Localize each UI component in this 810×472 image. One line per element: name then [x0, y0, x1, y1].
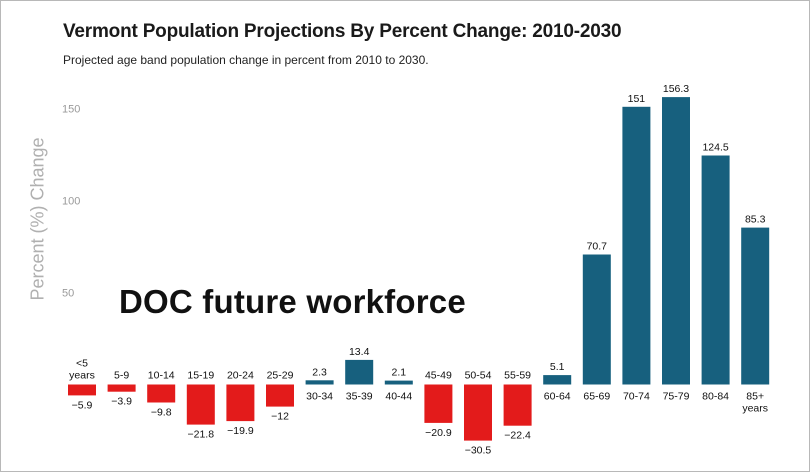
- bar: [662, 97, 690, 385]
- value-label: 70.7: [587, 241, 608, 253]
- category-label: 85+ years: [742, 391, 768, 415]
- bar: [147, 384, 176, 403]
- category-label: 10-14: [148, 370, 175, 382]
- bar: [107, 384, 136, 392]
- bar: [68, 384, 96, 396]
- value-label: 13.4: [349, 346, 370, 358]
- category-label: <5 years: [69, 358, 95, 382]
- chart-subtitle: Projected age band population change in …: [63, 53, 429, 67]
- category-label: 80-84: [702, 391, 729, 403]
- bar: [186, 384, 215, 425]
- bar: [543, 375, 572, 385]
- category-label: 40-44: [385, 391, 412, 403]
- value-label: −9.8: [151, 407, 172, 419]
- category-label: 75-79: [663, 391, 690, 403]
- value-label: 85.3: [745, 214, 766, 226]
- value-label: −21.8: [188, 429, 215, 441]
- value-label: 2.3: [312, 366, 327, 378]
- bar: [464, 384, 492, 441]
- value-label: −19.9: [227, 425, 254, 437]
- bar: [741, 227, 770, 385]
- value-label: 151: [628, 93, 646, 105]
- y-tick-label: 50: [62, 288, 74, 300]
- bar: [305, 380, 334, 385]
- category-label: 15-19: [187, 370, 214, 382]
- bar: [424, 384, 453, 423]
- bar: [622, 106, 651, 385]
- category-label: 5-9: [114, 370, 129, 382]
- bar: [226, 384, 255, 422]
- value-label: −3.9: [111, 396, 132, 408]
- bar: [503, 384, 532, 426]
- category-label: 30-34: [306, 391, 333, 403]
- category-label: 55-59: [504, 370, 531, 382]
- bar: [384, 380, 413, 385]
- category-label: 25-29: [267, 370, 294, 382]
- value-label: −20.9: [425, 427, 452, 439]
- value-label: 2.1: [391, 367, 406, 379]
- value-label: 156.3: [663, 83, 689, 95]
- category-label: 65-69: [583, 391, 610, 403]
- chart-annotation: DOC future workforce: [119, 283, 466, 320]
- value-label: −22.4: [504, 430, 531, 442]
- bar: [701, 155, 730, 385]
- value-label: 5.1: [550, 361, 565, 373]
- chart-title: Vermont Population Projections By Percen…: [63, 21, 622, 42]
- value-label: −12: [271, 411, 289, 423]
- value-label: −5.9: [72, 399, 93, 411]
- category-label: 60-64: [544, 391, 571, 403]
- category-label: 70-74: [623, 391, 650, 403]
- y-tick-label: 100: [62, 196, 80, 208]
- value-label: 124.5: [702, 142, 728, 154]
- category-label: 50-54: [465, 370, 492, 382]
- value-label: −30.5: [465, 445, 492, 457]
- category-label: 35-39: [346, 391, 373, 403]
- y-tick-label: 150: [62, 104, 80, 116]
- category-label: 45-49: [425, 370, 452, 382]
- bar: [582, 254, 611, 385]
- bar: [345, 359, 374, 385]
- category-label: 20-24: [227, 370, 254, 382]
- bar: [266, 384, 294, 407]
